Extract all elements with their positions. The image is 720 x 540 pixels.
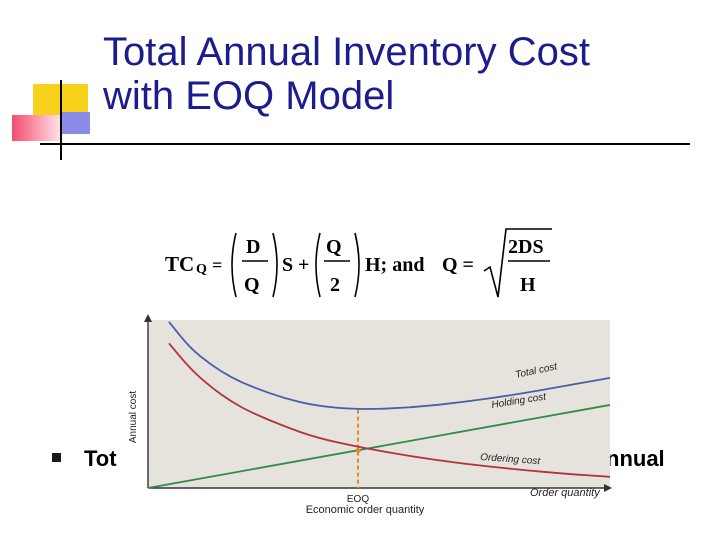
formula-q-eq: Q = bbox=[442, 254, 474, 276]
eoq-intersection-point bbox=[355, 448, 361, 454]
title-line-2: with EOQ Model bbox=[103, 74, 395, 118]
formula-eq1: = bbox=[212, 255, 222, 275]
eoq-label: EOQ bbox=[347, 494, 369, 505]
formula-tc: TC bbox=[165, 252, 194, 276]
series-label-ordering-cost: Ordering cost bbox=[480, 452, 542, 467]
formula-paren-right1 bbox=[272, 232, 278, 298]
x-axis-arrow-icon bbox=[604, 484, 612, 492]
formula-paren-left1 bbox=[231, 232, 237, 298]
formula-sqrt bbox=[483, 228, 552, 298]
formula-2ds: 2DS bbox=[508, 236, 544, 258]
deco-blue-block bbox=[62, 112, 90, 134]
formula-h-and: H; and bbox=[365, 254, 424, 276]
title-line-1: Total Annual Inventory Cost bbox=[103, 30, 590, 74]
bullet-marker bbox=[52, 453, 61, 462]
eoq-cost-chart: Annual cost Order quantity Economic orde… bbox=[128, 314, 612, 516]
series-line-holding-cost bbox=[147, 404, 611, 489]
series-line-ordering-cost bbox=[168, 342, 611, 478]
y-axis-arrow-icon bbox=[144, 314, 152, 322]
formula-h-den: H bbox=[520, 274, 536, 296]
formula-paren-left2 bbox=[315, 232, 321, 298]
formula-two: 2 bbox=[330, 274, 340, 296]
formula-q-den1: Q bbox=[244, 274, 260, 296]
title-underline bbox=[40, 143, 690, 145]
formula-paren-right2 bbox=[354, 232, 360, 298]
formula-q-num: Q bbox=[326, 236, 342, 258]
y-axis-label: Annual cost bbox=[128, 391, 139, 443]
eoq-formula: TC Q = D Q S + Q 2 H; and Q = 2DS H bbox=[165, 228, 552, 298]
bullet-text-end: nnual bbox=[606, 446, 665, 471]
series-line-total-cost bbox=[168, 321, 611, 410]
x-axis-label: Order quantity bbox=[530, 487, 601, 499]
slide-title: Total Annual Inventory Cost with EOQ Mod… bbox=[103, 30, 703, 118]
formula-plus: + bbox=[298, 254, 309, 276]
deco-pink-block bbox=[12, 115, 60, 141]
x-axis-caption: Economic order quantity bbox=[306, 504, 425, 516]
plot-background bbox=[148, 320, 610, 488]
formula-d: D bbox=[246, 236, 260, 258]
bullet-text-start: Tot bbox=[84, 446, 117, 471]
formula-s: S bbox=[282, 254, 293, 276]
formula-q-sub: Q bbox=[196, 262, 207, 277]
deco-vertical-line bbox=[60, 80, 62, 160]
